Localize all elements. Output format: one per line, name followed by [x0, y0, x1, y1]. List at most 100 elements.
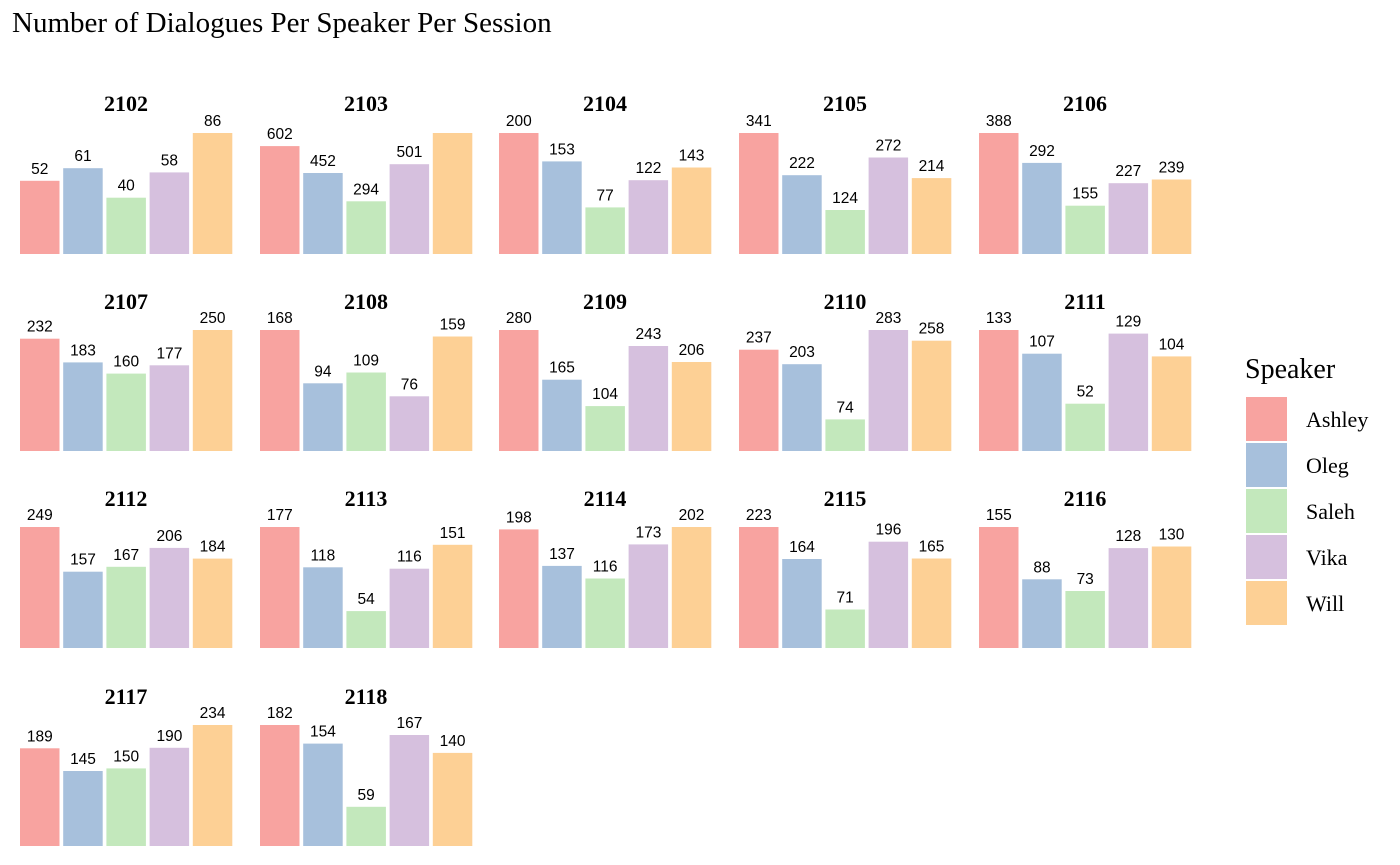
data-label-2102-oleg: 61 [74, 148, 91, 165]
facet-panel-2111: 2111 133 107 52 129 104 [979, 289, 1192, 451]
data-label-2108-saleh: 109 [353, 353, 379, 370]
data-label-2113-vika: 116 [397, 549, 422, 566]
data-label-2105-will: 214 [919, 158, 945, 175]
legend-label-will: Will [1306, 591, 1344, 616]
bar-2106-will [1151, 179, 1192, 254]
legend-swatch-ashley [1246, 397, 1287, 441]
legend-swatch-saleh [1246, 489, 1287, 533]
facet-panel-2103: 2103 602 452 294 501 [260, 91, 473, 254]
facet-panels: 2102 52 61 40 58 86 2103 602 452 294 501 2104 200 153… [20, 91, 1192, 846]
data-label-2107-will: 250 [200, 310, 226, 327]
facet-panel-2104: 2104 200 153 77 122 143 [499, 91, 712, 254]
data-label-2112-ashley: 249 [27, 507, 53, 524]
data-label-2117-saleh: 150 [113, 748, 139, 765]
data-label-2116-will: 130 [1159, 527, 1185, 544]
data-label-2114-ashley: 198 [506, 509, 532, 526]
panel-title-2112: 2112 [105, 486, 148, 511]
facet-panel-2113: 2113 177 118 54 116 151 [260, 486, 473, 648]
bar-2113-saleh [346, 611, 386, 648]
bar-2102-will [192, 133, 233, 254]
data-label-2109-oleg: 165 [549, 360, 575, 377]
panel-title-2110: 2110 [824, 289, 867, 314]
bar-2109-ashley [499, 330, 539, 451]
data-label-2107-saleh: 160 [113, 354, 139, 371]
data-label-2118-will: 140 [440, 733, 466, 750]
bar-2102-saleh [106, 197, 146, 254]
data-label-2110-saleh: 74 [836, 399, 854, 416]
legend-title: Speaker [1245, 354, 1336, 385]
data-label-2111-will: 104 [1159, 336, 1185, 353]
data-label-2104-saleh: 77 [596, 187, 613, 204]
bar-2111-oleg [1022, 353, 1062, 451]
bar-2106-oleg [1022, 162, 1062, 254]
panel-title-2118: 2118 [345, 684, 388, 709]
bar-2109-will [671, 362, 712, 451]
data-label-2110-will: 258 [919, 321, 945, 338]
data-label-2116-saleh: 73 [1077, 571, 1094, 588]
data-label-2105-vika: 272 [875, 138, 901, 155]
data-label-2104-vika: 122 [635, 160, 661, 177]
facet-panel-2106: 2106 388 292 155 227 239 [979, 91, 1192, 254]
data-label-2108-will: 159 [440, 317, 466, 334]
bar-2105-ashley [739, 133, 779, 254]
data-label-2117-will: 234 [200, 705, 226, 722]
bar-2110-ashley [739, 349, 779, 451]
bar-2108-oleg [303, 383, 343, 451]
data-label-2103-oleg: 452 [310, 153, 336, 170]
bar-2105-oleg [782, 175, 822, 254]
data-label-2108-oleg: 94 [314, 363, 332, 380]
bar-2114-saleh [585, 578, 625, 648]
data-label-2118-saleh: 59 [357, 787, 374, 804]
data-label-2108-ashley: 168 [267, 310, 293, 327]
bar-2114-will [671, 527, 712, 648]
panel-title-2109: 2109 [583, 289, 627, 314]
bar-2108-ashley [260, 330, 300, 451]
panel-title-2102: 2102 [104, 91, 148, 116]
data-label-2117-ashley: 189 [27, 728, 53, 745]
bar-2107-oleg [63, 362, 103, 451]
bar-2106-saleh [1065, 205, 1105, 254]
bar-2112-vika [149, 547, 190, 648]
legend-label-oleg: Oleg [1306, 453, 1349, 478]
data-label-2104-ashley: 200 [506, 113, 532, 130]
data-label-2107-ashley: 232 [27, 319, 53, 336]
bar-2114-ashley [499, 529, 539, 648]
panel-title-2106: 2106 [1063, 91, 1107, 116]
data-label-2114-oleg: 137 [549, 546, 575, 563]
panel-title-2116: 2116 [1064, 486, 1107, 511]
bar-2118-oleg [303, 743, 343, 846]
legend-swatch-vika [1246, 535, 1287, 579]
data-label-2107-vika: 177 [156, 345, 182, 362]
chart-title: Number of Dialogues Per Speaker Per Sess… [12, 7, 552, 39]
bar-2116-oleg [1022, 579, 1062, 648]
legend-label-ashley: Ashley [1306, 407, 1368, 432]
bar-2107-will [192, 330, 233, 451]
data-label-2111-oleg: 107 [1029, 334, 1055, 351]
bar-2114-vika [628, 544, 669, 648]
data-label-2118-ashley: 182 [267, 705, 293, 722]
bar-2107-ashley [20, 338, 60, 451]
data-label-2111-ashley: 133 [986, 310, 1012, 327]
panel-title-2104: 2104 [583, 91, 627, 116]
data-label-2112-saleh: 167 [113, 547, 139, 564]
data-label-2103-ashley: 602 [267, 126, 293, 143]
bar-2111-will [1151, 356, 1192, 451]
data-label-2112-will: 184 [200, 539, 226, 556]
bar-2116-ashley [979, 527, 1019, 648]
data-label-2113-will: 151 [440, 525, 466, 542]
data-label-2103-saleh: 294 [353, 181, 379, 198]
data-label-2116-oleg: 88 [1033, 559, 1050, 576]
panel-title-2113: 2113 [345, 486, 388, 511]
facet-panel-2102: 2102 52 61 40 58 86 [20, 91, 233, 254]
facet-panel-2117: 2117 189 145 150 190 234 [20, 684, 233, 846]
data-label-2116-ashley: 155 [986, 507, 1012, 524]
bar-2114-oleg [542, 565, 582, 648]
bar-2117-ashley [20, 748, 60, 846]
data-label-2108-vika: 76 [401, 376, 418, 393]
data-label-2115-saleh: 71 [836, 590, 853, 607]
bar-2104-vika [628, 180, 669, 254]
data-label-2109-saleh: 104 [592, 386, 618, 403]
bar-2113-will [432, 544, 473, 648]
facet-panel-2110: 2110 237 203 74 283 258 [739, 289, 952, 451]
data-label-2113-ashley: 177 [267, 507, 293, 524]
